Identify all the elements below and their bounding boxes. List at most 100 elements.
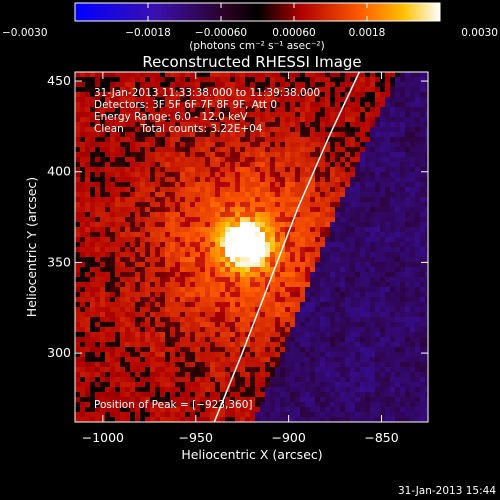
heatmap-cell <box>310 317 316 323</box>
heatmap-cell <box>110 262 116 268</box>
heatmap-cell <box>270 72 276 78</box>
heatmap-cell <box>310 337 316 343</box>
heatmap-cell <box>170 227 176 233</box>
heatmap-cell <box>320 362 326 368</box>
heatmap-cell <box>415 202 421 208</box>
heatmap-cell <box>365 302 371 308</box>
heatmap-cell <box>300 197 306 203</box>
heatmap-cell <box>255 87 261 93</box>
heatmap-cell <box>245 392 251 398</box>
heatmap-cell <box>195 82 201 88</box>
heatmap-cell <box>285 127 291 133</box>
heatmap-cell <box>215 187 221 193</box>
heatmap-cell <box>345 312 351 318</box>
heatmap-cell <box>400 252 406 258</box>
heatmap-cell <box>335 242 341 248</box>
heatmap-cell <box>270 122 276 128</box>
heatmap-cell <box>140 352 146 358</box>
heatmap-cell <box>115 167 121 173</box>
heatmap-cell <box>185 217 191 223</box>
heatmap-cell <box>170 97 176 103</box>
heatmap-cell <box>215 117 221 123</box>
heatmap-cell <box>305 142 311 148</box>
heatmap-cell <box>240 172 246 178</box>
heatmap-cell <box>385 292 391 298</box>
heatmap-cell <box>85 267 91 273</box>
heatmap-cell <box>220 382 226 388</box>
heatmap-cell <box>315 317 321 323</box>
heatmap-cell <box>370 367 376 373</box>
heatmap-cell <box>330 117 336 123</box>
heatmap-cell <box>165 402 171 408</box>
heatmap-cell <box>425 137 428 143</box>
heatmap-cell <box>420 237 426 243</box>
heatmap-cell <box>260 87 266 93</box>
heatmap-cell <box>190 112 196 118</box>
heatmap-cell <box>355 382 361 388</box>
heatmap-cell <box>235 122 241 128</box>
heatmap-cell <box>230 367 236 373</box>
heatmap-cell <box>210 327 216 333</box>
heatmap-cell <box>125 377 131 383</box>
heatmap-cell <box>335 392 341 398</box>
heatmap-cell <box>230 102 236 108</box>
heatmap-cell <box>220 302 226 308</box>
heatmap-cell <box>180 127 186 133</box>
heatmap-cell <box>275 237 281 243</box>
heatmap-cell <box>105 262 111 268</box>
heatmap-cell <box>150 307 156 313</box>
heatmap-cell <box>140 237 146 243</box>
heatmap-cell <box>130 232 136 238</box>
heatmap-cell <box>140 187 146 193</box>
heatmap-cell <box>410 182 416 188</box>
heatmap-cell <box>300 297 306 303</box>
heatmap-cell <box>405 217 411 223</box>
heatmap-cell <box>405 172 411 178</box>
heatmap-cell <box>410 247 416 253</box>
heatmap-cell <box>335 277 341 283</box>
heatmap-cell <box>215 322 221 328</box>
heatmap-cell <box>80 247 86 253</box>
heatmap-cell <box>235 267 241 273</box>
heatmap-cell <box>285 92 291 98</box>
heatmap-cell <box>400 417 406 422</box>
heatmap-cell <box>75 227 81 233</box>
heatmap-cell <box>265 257 271 263</box>
heatmap-cell <box>415 127 421 133</box>
heatmap-cell <box>135 237 141 243</box>
heatmap-cell <box>115 112 121 118</box>
heatmap-cell <box>410 392 416 398</box>
heatmap-cell <box>395 217 401 223</box>
heatmap-cell <box>395 127 401 133</box>
plot-frame <box>74 71 429 423</box>
heatmap-cell <box>160 72 166 78</box>
heatmap-cell <box>205 307 211 313</box>
heatmap-cell <box>80 402 86 408</box>
heatmap-cell <box>100 277 106 283</box>
heatmap-cell <box>310 117 316 123</box>
heatmap-cell <box>290 307 296 313</box>
heatmap-cell <box>240 302 246 308</box>
heatmap-cell <box>360 177 366 183</box>
heatmap-cell <box>120 277 126 283</box>
heatmap-cell <box>185 212 191 218</box>
heatmap-cell <box>295 257 301 263</box>
heatmap-cell <box>380 357 386 363</box>
heatmap-cell <box>170 72 176 78</box>
heatmap-cell <box>165 207 171 213</box>
heatmap-cell <box>225 77 231 83</box>
heatmap-cell <box>245 247 251 253</box>
heatmap-cell <box>300 277 306 283</box>
heatmap-cell <box>210 237 216 243</box>
heatmap-cell <box>140 347 146 353</box>
heatmap-cell <box>165 407 171 413</box>
heatmap-cell <box>370 147 376 153</box>
heatmap-cell <box>170 382 176 388</box>
heatmap-cell <box>425 162 428 168</box>
heatmap-cell <box>245 132 251 138</box>
heatmap-cell <box>165 172 171 178</box>
heatmap-cell <box>285 317 291 323</box>
heatmap-cell <box>370 187 376 193</box>
heatmap-cell <box>200 172 206 178</box>
heatmap-cell <box>385 352 391 358</box>
